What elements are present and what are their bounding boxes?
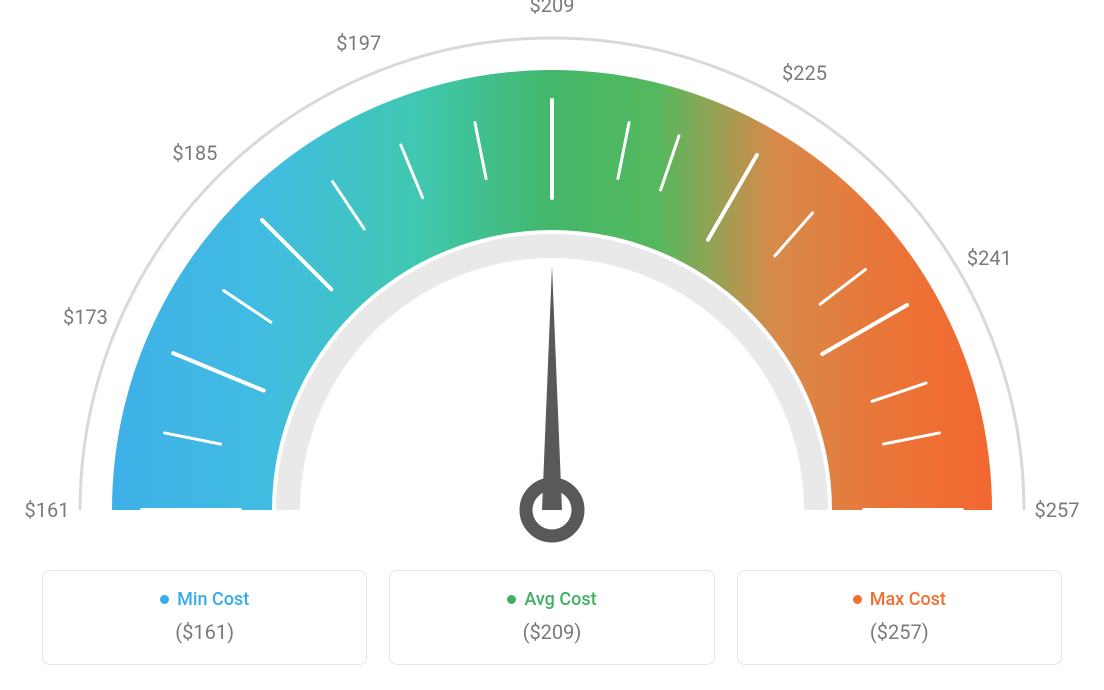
gauge-tick-label: $197 [336,31,381,55]
legend-max-dot [853,595,862,604]
legend-avg-dot [507,595,516,604]
legend-min-value: ($161) [43,620,366,644]
legend-max-card: Max Cost ($257) [737,570,1062,665]
legend-avg-card: Avg Cost ($209) [389,570,714,665]
legend-max-value: ($257) [738,620,1061,644]
legend-avg-title: Avg Cost [507,589,596,610]
legend-avg-value: ($209) [390,620,713,644]
gauge-svg [0,0,1104,560]
gauge-tick-label: $185 [172,141,217,165]
legend-max-label: Max Cost [870,589,946,610]
legend-avg-label: Avg Cost [524,589,596,610]
legend-row: Min Cost ($161) Avg Cost ($209) Max Cost… [0,570,1104,665]
gauge-tick-label: $241 [967,246,1012,270]
legend-min-label: Min Cost [177,589,249,610]
gauge-tick-label: $225 [782,61,827,85]
legend-min-dot [160,595,169,604]
gauge-tick-label: $161 [25,498,70,522]
gauge-tick-label: $173 [63,305,108,329]
cost-gauge: $161 $173 $185 $197 $209 $225 $241 $257 [0,0,1104,560]
legend-min-card: Min Cost ($161) [42,570,367,665]
legend-max-title: Max Cost [853,589,946,610]
gauge-tick-label: $209 [530,0,575,17]
gauge-tick-label: $257 [1035,498,1080,522]
legend-min-title: Min Cost [160,589,249,610]
